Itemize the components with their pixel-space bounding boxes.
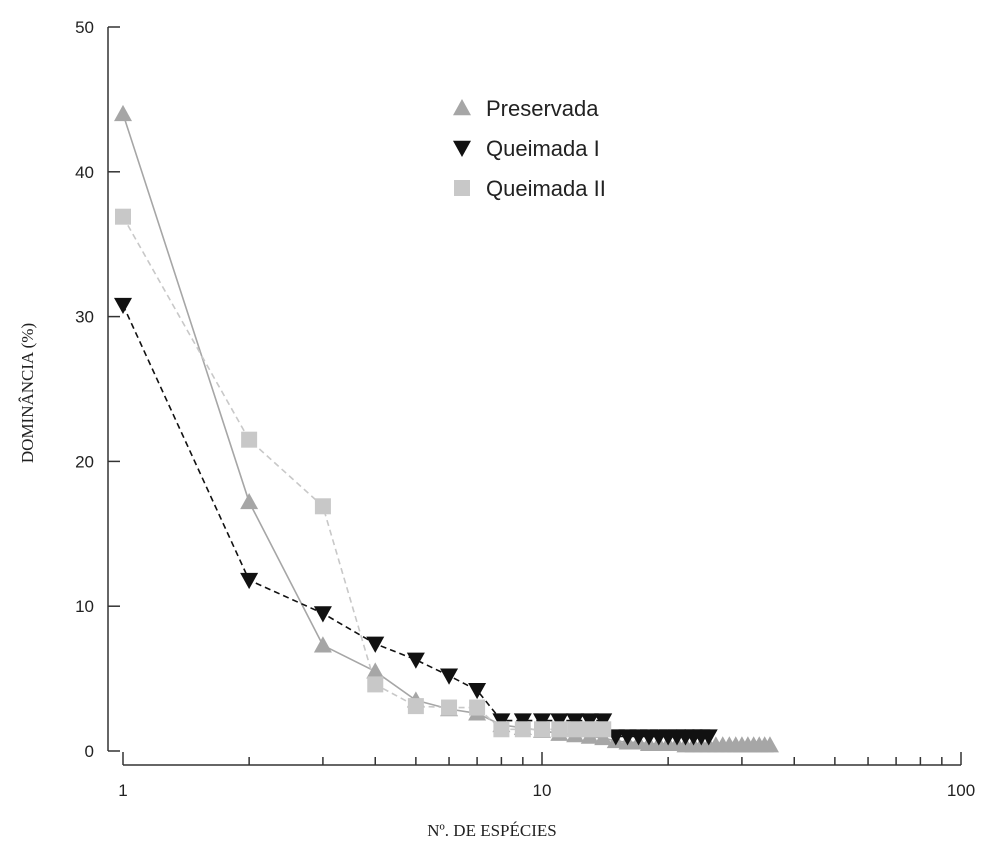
data-point-queimada-i (366, 636, 385, 653)
data-point-queimada-ii (441, 699, 458, 716)
y-tick-label: 40 (75, 163, 94, 182)
y-axis-title: DOMINÂNCIA (%) (18, 323, 37, 463)
data-point-queimada-ii (469, 699, 486, 716)
y-tick-label: 0 (85, 742, 94, 761)
x-tick-label: 1 (118, 781, 127, 800)
legend-label-queimada-i: Queimada I (486, 136, 600, 161)
data-point-queimada-ii (514, 721, 531, 738)
data-point-queimada-i (699, 729, 718, 746)
data-point-queimada-ii (567, 721, 584, 738)
data-point-queimada-ii (367, 676, 384, 693)
legend-marker-queimada-i (453, 140, 471, 157)
data-point-queimada-ii (241, 431, 258, 448)
data-point-queimada-i (313, 606, 332, 623)
series-lines (122, 113, 770, 747)
legend-label-preservada: Preservada (486, 96, 599, 121)
data-point-queimada-ii (551, 721, 568, 738)
data-point-preservada (366, 662, 385, 679)
y-tick-label: 30 (75, 308, 94, 327)
data-point-queimada-i (406, 652, 425, 669)
x-tick-label: 100 (947, 781, 975, 800)
data-point-queimada-ii (581, 721, 598, 738)
x-axis-title: Nº. DE ESPÉCIES (427, 821, 556, 840)
series-line-queimada-i (122, 304, 709, 738)
data-point-queimada-ii (407, 698, 424, 715)
data-point-queimada-i (114, 297, 132, 315)
data-point-preservada (240, 492, 259, 510)
data-point-preservada (313, 636, 332, 653)
legend-label-queimada-ii: Queimada II (486, 176, 606, 201)
series-markers (114, 104, 779, 753)
data-point-queimada-i (468, 682, 487, 700)
y-tick-label: 20 (75, 452, 94, 471)
x-tick-label: 10 (533, 781, 552, 800)
data-point-queimada-i (440, 668, 459, 685)
legend-marker-queimada-ii (454, 180, 470, 196)
data-point-queimada-ii (595, 721, 612, 738)
axes: 0 10 20 30 40 50 1 10 100 (75, 18, 975, 800)
data-point-queimada-i (606, 729, 625, 746)
y-tick-label: 50 (75, 18, 94, 37)
data-point-queimada-ii (314, 498, 331, 515)
data-point-queimada-i (240, 572, 259, 590)
data-point-queimada-ii (534, 721, 550, 738)
series-line-queimada-ii (122, 216, 604, 731)
data-point-queimada-ii (493, 721, 510, 738)
data-point-queimada-ii (115, 208, 131, 225)
legend: Preservada Queimada I Queimada II (453, 96, 606, 201)
legend-marker-preservada (453, 99, 471, 116)
y-tick-label: 10 (75, 597, 94, 616)
data-point-preservada (760, 736, 779, 753)
series-line-preservada (122, 113, 770, 747)
data-point-preservada (114, 104, 132, 122)
